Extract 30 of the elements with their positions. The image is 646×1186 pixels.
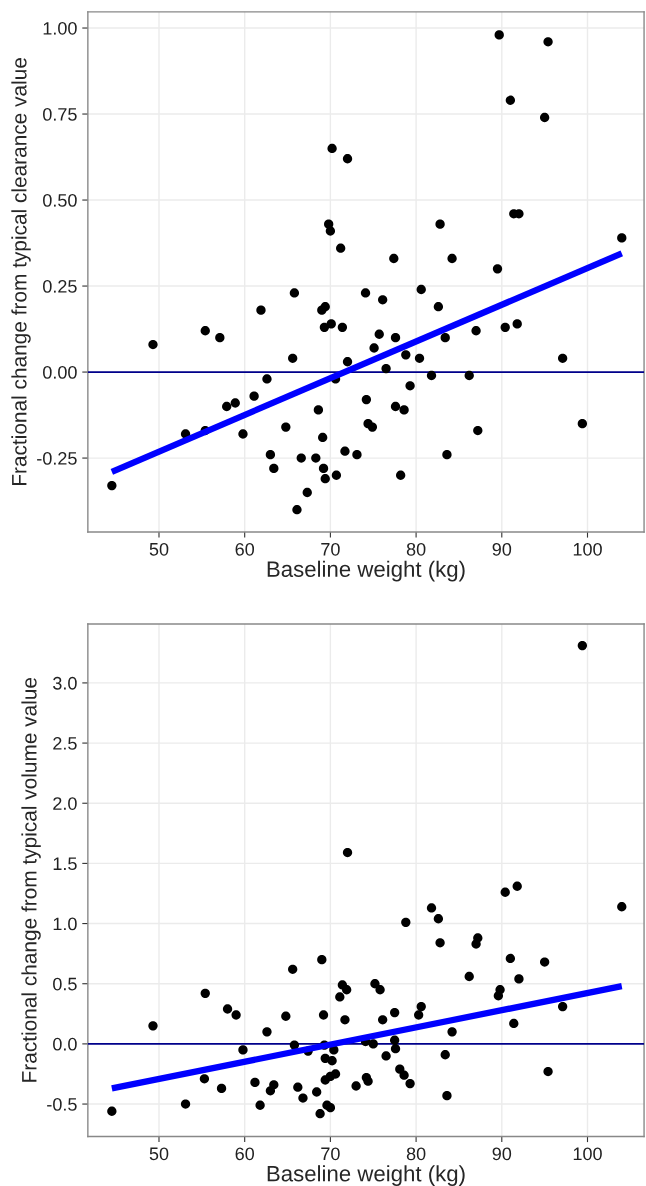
x-tick-label: 100 xyxy=(573,1147,602,1161)
y-tick-label: 1.0 xyxy=(53,917,77,931)
y-tick-label: -0.5 xyxy=(47,1097,77,1111)
x-tick-label: 50 xyxy=(149,1147,169,1161)
x-tick-label: 90 xyxy=(492,1147,512,1161)
x-axis-title: Baseline weight (kg) xyxy=(267,1165,465,1186)
x-tick-label: 90 xyxy=(492,542,512,556)
y-tick-label: 0.0 xyxy=(53,1037,77,1051)
y-tick-label: 0.00 xyxy=(43,366,77,379)
y-tick-label: 1.5 xyxy=(53,857,77,871)
y-tick-label: 2.0 xyxy=(53,797,77,810)
x-tick-label: 70 xyxy=(321,542,340,556)
y-tick-label: -0.25 xyxy=(37,452,77,465)
x-tick-label: 60 xyxy=(235,542,255,556)
x-tick-label: 70 xyxy=(321,1147,340,1161)
x-tick-label: 80 xyxy=(406,542,426,556)
y-axis-title: Fractional change from typical clearance value xyxy=(11,58,31,486)
y-tick-label: 2.5 xyxy=(53,737,77,750)
y-tick-label: 0.25 xyxy=(43,279,77,293)
y-tick-label: 1.00 xyxy=(43,21,77,35)
x-tick-label: 80 xyxy=(406,1147,426,1161)
y-tick-label: 3.0 xyxy=(53,676,77,690)
y-tick-label: 0.5 xyxy=(53,977,77,991)
x-tick-label: 100 xyxy=(573,542,602,556)
y-tick-label: 0.50 xyxy=(43,193,77,207)
x-tick-label: 50 xyxy=(149,542,169,556)
x-axis-title: Baseline weight (kg) xyxy=(267,560,465,582)
x-tick-label: 60 xyxy=(235,1147,255,1161)
y-tick-label: 0.75 xyxy=(43,107,77,121)
y-axis-title: Fractional change from typical volume value xyxy=(21,677,41,1082)
